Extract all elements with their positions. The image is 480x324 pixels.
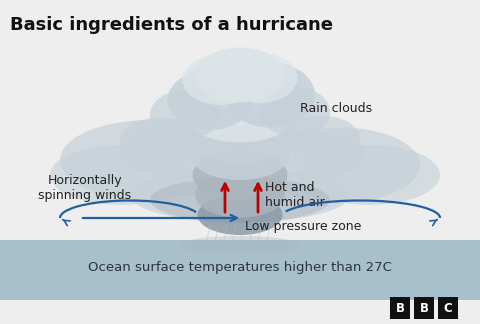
Ellipse shape (182, 55, 257, 105)
Text: C: C (444, 302, 452, 315)
Text: Rain clouds: Rain clouds (300, 101, 372, 114)
Ellipse shape (50, 145, 190, 205)
Text: Horizontally
spinning winds: Horizontally spinning winds (38, 174, 132, 202)
Ellipse shape (150, 90, 220, 140)
Ellipse shape (60, 120, 240, 200)
Ellipse shape (120, 118, 200, 163)
Ellipse shape (260, 87, 330, 137)
Ellipse shape (225, 63, 315, 128)
Ellipse shape (168, 70, 252, 130)
Ellipse shape (197, 195, 283, 235)
Text: B: B (396, 302, 405, 315)
Ellipse shape (195, 172, 285, 217)
Bar (438, 297, 458, 319)
Bar (414, 297, 434, 319)
Ellipse shape (255, 130, 365, 180)
Ellipse shape (180, 236, 300, 254)
Text: B: B (420, 302, 429, 315)
Ellipse shape (185, 87, 295, 143)
Bar (390, 297, 410, 319)
Text: Hot and
humid air: Hot and humid air (265, 181, 325, 209)
Ellipse shape (260, 128, 420, 202)
Ellipse shape (120, 122, 240, 178)
Text: Low pressure zone: Low pressure zone (245, 220, 361, 233)
Ellipse shape (280, 115, 360, 160)
Ellipse shape (188, 108, 292, 163)
Ellipse shape (223, 53, 298, 103)
Ellipse shape (180, 55, 300, 125)
Ellipse shape (192, 150, 288, 200)
Bar (0, 240, 480, 300)
Ellipse shape (130, 168, 350, 223)
Ellipse shape (195, 48, 285, 102)
Ellipse shape (190, 130, 290, 180)
Text: Ocean surface temperatures higher than 27C: Ocean surface temperatures higher than 2… (88, 260, 392, 273)
Ellipse shape (150, 178, 330, 223)
Ellipse shape (300, 145, 440, 205)
Text: Basic ingredients of a hurricane: Basic ingredients of a hurricane (10, 16, 333, 34)
